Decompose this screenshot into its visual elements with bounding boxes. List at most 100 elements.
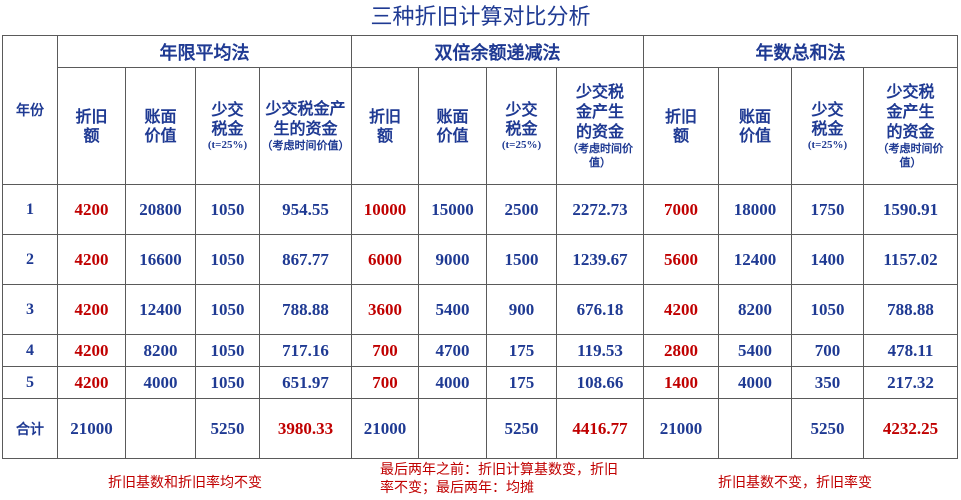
col-tax-saved-label: 少交税金 bbox=[211, 100, 244, 138]
time-value-note: （考虑时间价值） bbox=[877, 142, 944, 169]
straight-line-tax-saved-cell: 1050 bbox=[195, 334, 260, 367]
col-depreciation: 折旧额 bbox=[643, 67, 719, 185]
tax-rate-note: (t=25%) bbox=[807, 139, 848, 151]
straight-line-fund-cell: 788.88 bbox=[259, 284, 352, 335]
total-row: 合计 21000 5250 3980.33 21000 5250 4416.77 21000 5… bbox=[2, 398, 958, 459]
group-straight-line: 年限平均法 bbox=[57, 35, 352, 68]
straight-line-book-value-cell: 20800 bbox=[125, 184, 196, 235]
sum-of-years-fund-cell: 1590.91 bbox=[863, 184, 958, 235]
col-fund: 少交税金产生的资金 （考虑时间价值） bbox=[863, 67, 958, 185]
sum-of-years-depreciation-cell: 21000 bbox=[643, 398, 719, 459]
sum-of-years-fund-cell: 788.88 bbox=[863, 284, 958, 335]
straight-line-fund-cell: 954.55 bbox=[259, 184, 352, 235]
straight-line-fund-cell: 651.97 bbox=[259, 366, 352, 399]
col-fund-label: 少交税金产生的资金 bbox=[575, 82, 624, 141]
straight-line-tax-saved-cell: 1050 bbox=[195, 184, 260, 235]
double-declining-tax-saved-cell: 900 bbox=[486, 284, 557, 335]
group-double-declining: 双倍余额递减法 bbox=[351, 35, 644, 68]
sum-of-years-book-value-cell: 8200 bbox=[718, 284, 792, 335]
double-declining-book-value-cell: 5400 bbox=[418, 284, 487, 335]
straight-line-tax-saved-cell: 1050 bbox=[195, 366, 260, 399]
table-row: 2 4200 16600 1050 867.77 6000 9000 1500 1239.67 5… bbox=[2, 234, 958, 285]
col-book-value: 账面价值 bbox=[125, 67, 196, 185]
double-declining-book-value-cell: 4000 bbox=[418, 366, 487, 399]
double-declining-tax-saved-cell: 175 bbox=[486, 334, 557, 367]
col-fund-label: 少交税金产生的资金 bbox=[886, 82, 935, 141]
double-declining-depreciation-cell: 21000 bbox=[351, 398, 419, 459]
sum-of-years-tax-saved-cell: 1400 bbox=[791, 234, 864, 285]
double-declining-fund-cell: 676.18 bbox=[556, 284, 644, 335]
col-book-value-label: 账面价值 bbox=[144, 107, 177, 145]
straight-line-book-value-cell: 8200 bbox=[125, 334, 196, 367]
double-declining-depreciation-cell: 700 bbox=[351, 366, 419, 399]
straight-line-depreciation-cell: 4200 bbox=[57, 366, 126, 399]
double-declining-book-value-cell: 15000 bbox=[418, 184, 487, 235]
sum-of-years-book-value-cell: 5400 bbox=[718, 334, 792, 367]
tax-rate-note: (t=25%) bbox=[501, 139, 542, 151]
table-row: 1 4200 20800 1050 954.55 10000 15000 2500 2272.7… bbox=[2, 184, 958, 235]
double-declining-depreciation-cell: 10000 bbox=[351, 184, 419, 235]
group-header-row: 年份 年限平均法 双倍余额递减法 年数总和法 bbox=[2, 35, 958, 185]
straight-line-tax-saved-cell: 1050 bbox=[195, 234, 260, 285]
note-double-declining: 最后两年之前：折旧计算基数变，折旧 率不变；最后两年：均摊 bbox=[380, 461, 618, 497]
col-tax-saved-label: 少交税金 bbox=[505, 100, 538, 138]
table-row: 3 4200 12400 1050 788.88 3600 5400 900 676.18 420… bbox=[2, 284, 958, 335]
column-header-row: 折旧额 账面价值 少交税金 (t=25%) 少交税金产生的资金 （考虑时间价值） 折… bbox=[3, 67, 958, 185]
double-declining-book-value-cell: 4700 bbox=[418, 334, 487, 367]
col-fund: 少交税金产生的资金 （考虑时间价值） bbox=[556, 67, 644, 185]
sum-of-years-depreciation-cell: 5600 bbox=[643, 234, 719, 285]
straight-line-tax-saved-cell: 5250 bbox=[195, 398, 260, 459]
straight-line-fund-cell: 717.16 bbox=[259, 334, 352, 367]
sum-of-years-depreciation-cell: 4200 bbox=[643, 284, 719, 335]
double-declining-book-value-cell bbox=[418, 398, 487, 459]
time-value-note: （考虑时间价值） bbox=[567, 142, 633, 169]
col-tax-saved-label: 少交税金 bbox=[811, 100, 844, 138]
sum-of-years-fund-cell: 4232.25 bbox=[863, 398, 958, 459]
double-declining-depreciation-cell: 700 bbox=[351, 334, 419, 367]
double-declining-fund-cell: 2272.73 bbox=[556, 184, 644, 235]
straight-line-depreciation-cell: 4200 bbox=[57, 334, 126, 367]
comparison-table: 年份 年限平均法 双倍余额递减法 年数总和法 折旧额 账面价值 少交税金 (t=2… bbox=[2, 35, 958, 459]
sum-of-years-tax-saved-cell: 1750 bbox=[791, 184, 864, 235]
straight-line-book-value-cell: 16600 bbox=[125, 234, 196, 285]
col-depreciation-label: 折旧额 bbox=[368, 107, 401, 145]
col-fund-label: 少交税金产生的资金 bbox=[265, 99, 346, 138]
col-depreciation: 折旧额 bbox=[351, 67, 419, 185]
col-tax-saved: 少交税金 (t=25%) bbox=[791, 67, 864, 185]
straight-line-book-value-cell bbox=[125, 398, 196, 459]
year-cell: 2 bbox=[2, 234, 58, 285]
total-label: 合计 bbox=[2, 398, 58, 459]
col-tax-saved: 少交税金 (t=25%) bbox=[195, 67, 260, 185]
time-value-note: （考虑时间价值） bbox=[261, 139, 350, 152]
double-declining-fund-cell: 108.66 bbox=[556, 366, 644, 399]
col-book-value: 账面价值 bbox=[718, 67, 792, 185]
double-declining-depreciation-cell: 3600 bbox=[351, 284, 419, 335]
note-double-declining-line2: 率不变；最后两年：均摊 bbox=[380, 480, 534, 496]
sum-of-years-depreciation-cell: 2800 bbox=[643, 334, 719, 367]
sum-of-years-tax-saved-cell: 1050 bbox=[791, 284, 864, 335]
double-declining-fund-cell: 119.53 bbox=[556, 334, 644, 367]
sum-of-years-book-value-cell bbox=[718, 398, 792, 459]
col-tax-saved: 少交税金 (t=25%) bbox=[486, 67, 557, 185]
year-cell: 1 bbox=[2, 184, 58, 235]
col-book-value-label: 账面价值 bbox=[738, 107, 771, 145]
year-cell: 3 bbox=[2, 284, 58, 335]
tax-rate-note: (t=25%) bbox=[207, 139, 248, 151]
sum-of-years-book-value-cell: 4000 bbox=[718, 366, 792, 399]
sum-of-years-fund-cell: 1157.02 bbox=[863, 234, 958, 285]
sum-of-years-fund-cell: 478.11 bbox=[863, 334, 958, 367]
straight-line-depreciation-cell: 21000 bbox=[57, 398, 126, 459]
note-double-declining-line1: 最后两年之前：折旧计算基数变，折旧 bbox=[380, 462, 618, 478]
sum-of-years-tax-saved-cell: 5250 bbox=[791, 398, 864, 459]
double-declining-fund-cell: 4416.77 bbox=[556, 398, 644, 459]
page-title: 三种折旧计算对比分析 bbox=[370, 5, 591, 30]
col-fund: 少交税金产生的资金 （考虑时间价值） bbox=[259, 67, 352, 185]
double-declining-tax-saved-cell: 2500 bbox=[486, 184, 557, 235]
sum-of-years-book-value-cell: 18000 bbox=[718, 184, 792, 235]
col-depreciation-label: 折旧额 bbox=[664, 107, 697, 145]
note-straight-line: 折旧基数和折旧率均不变 bbox=[108, 475, 262, 491]
straight-line-book-value-cell: 4000 bbox=[125, 366, 196, 399]
double-declining-tax-saved-cell: 1500 bbox=[486, 234, 557, 285]
table-body: 1 4200 20800 1050 954.55 10000 15000 2500 2272.7… bbox=[2, 184, 958, 459]
sum-of-years-tax-saved-cell: 700 bbox=[791, 334, 864, 367]
